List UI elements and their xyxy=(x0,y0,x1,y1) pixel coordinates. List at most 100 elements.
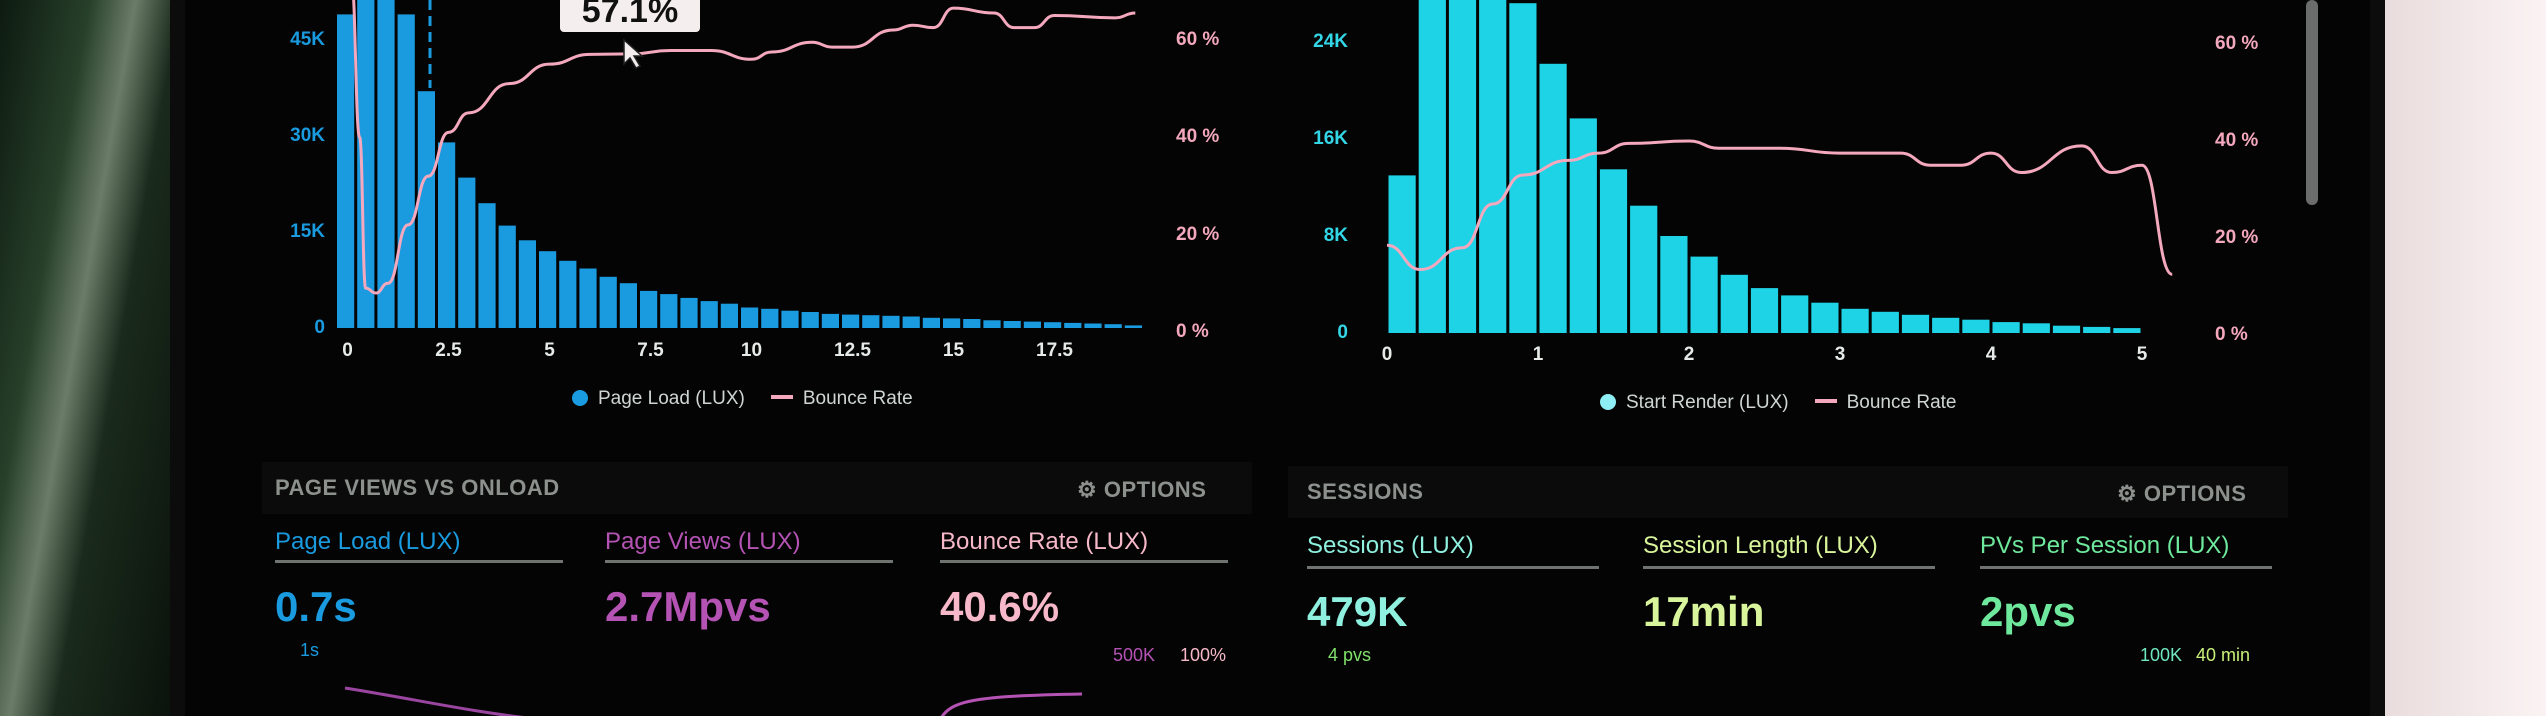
x-tick-label: 1 xyxy=(1532,344,1544,365)
axis-label: 100% xyxy=(1180,645,1227,665)
y2-tick-label: 0 % xyxy=(2215,324,2248,345)
metric-value: 2pvs xyxy=(1980,588,2076,635)
bar[interactable] xyxy=(1104,324,1122,328)
bar[interactable] xyxy=(963,319,981,328)
bar[interactable] xyxy=(1084,323,1102,329)
bar[interactable] xyxy=(2052,325,2081,333)
bar[interactable] xyxy=(438,142,456,328)
bar[interactable] xyxy=(357,0,375,328)
legend-bounce-rate[interactable]: Bounce Rate xyxy=(1789,392,1956,413)
bar[interactable] xyxy=(922,317,940,328)
bar[interactable] xyxy=(498,225,516,328)
bar[interactable] xyxy=(1750,288,1779,333)
bar[interactable] xyxy=(1811,302,1839,333)
y2-tick-label: 0 % xyxy=(1176,321,1209,342)
legend-start-render[interactable]: Start Render (LUX) xyxy=(1600,392,1789,413)
bar[interactable] xyxy=(559,260,577,328)
bar[interactable] xyxy=(1124,325,1142,328)
metric-label: Page Load (LUX) xyxy=(275,528,461,555)
metric-divider xyxy=(605,560,893,563)
y2-tick-label: 20 % xyxy=(2215,227,2259,248)
bar[interactable] xyxy=(1064,322,1082,328)
dashboard-screen xyxy=(185,0,2370,716)
bar[interactable] xyxy=(1962,319,1990,333)
bar[interactable] xyxy=(943,318,961,328)
x-tick-label: 2 xyxy=(1683,344,1695,365)
bar[interactable] xyxy=(397,14,415,329)
bar[interactable] xyxy=(539,251,557,328)
bar[interactable] xyxy=(1418,0,1446,333)
legend-line-icon xyxy=(1814,399,1837,403)
bar[interactable] xyxy=(700,301,718,328)
bar[interactable] xyxy=(1599,169,1628,333)
bar[interactable] xyxy=(458,177,476,328)
bar[interactable] xyxy=(680,297,698,328)
bar[interactable] xyxy=(1023,321,1041,328)
bar[interactable] xyxy=(599,276,617,328)
x-tick-label: 2.5 xyxy=(435,340,462,361)
bar[interactable] xyxy=(1690,256,1718,333)
bar[interactable] xyxy=(619,283,637,328)
bar[interactable] xyxy=(1003,321,1021,328)
bar[interactable] xyxy=(761,308,779,328)
bar[interactable] xyxy=(1479,0,1507,334)
bar[interactable] xyxy=(842,314,860,328)
legend-line-icon xyxy=(770,395,793,399)
metric-divider xyxy=(1307,566,1599,569)
bar[interactable] xyxy=(2083,326,2111,333)
metric-value: 17min xyxy=(1643,588,1765,635)
bar[interactable] xyxy=(862,315,880,328)
bar[interactable] xyxy=(720,303,738,328)
panel-title: PAGE VIEWS VS ONLOAD xyxy=(275,475,560,500)
bar[interactable] xyxy=(417,91,435,328)
bar[interactable] xyxy=(518,240,536,328)
background-plant xyxy=(0,0,175,716)
bar[interactable] xyxy=(1569,118,1597,334)
bar[interactable] xyxy=(478,203,496,328)
legend-page-load[interactable]: Page Load (LUX) xyxy=(572,388,745,409)
panel-header-sessions xyxy=(1288,466,2288,518)
bar[interactable] xyxy=(741,307,759,329)
bar[interactable] xyxy=(1901,314,1930,333)
bar[interactable] xyxy=(1992,322,2020,333)
metric-value: 0.7s xyxy=(275,583,357,630)
legend-dot-icon xyxy=(1600,394,1616,410)
bar[interactable] xyxy=(983,320,1001,328)
bar[interactable] xyxy=(1660,236,1688,333)
bar[interactable] xyxy=(1044,322,1062,328)
bar[interactable] xyxy=(579,268,597,329)
bar[interactable] xyxy=(1841,308,1869,334)
bar[interactable] xyxy=(1932,317,1960,333)
bar[interactable] xyxy=(1509,3,1537,333)
bar[interactable] xyxy=(902,316,920,329)
bar[interactable] xyxy=(781,310,799,328)
metric-label: Bounce Rate (LUX) xyxy=(940,528,1149,555)
bar[interactable] xyxy=(2022,323,2050,333)
bar[interactable] xyxy=(882,315,900,328)
options-button[interactable]: ⚙ OPTIONS xyxy=(1077,477,1207,502)
bar[interactable] xyxy=(1720,274,1748,333)
bar[interactable] xyxy=(1630,205,1658,333)
bar[interactable] xyxy=(337,14,355,329)
bar[interactable] xyxy=(801,312,819,328)
bar[interactable] xyxy=(377,0,395,328)
sparkline xyxy=(344,686,524,716)
scrollbar[interactable] xyxy=(2306,0,2318,205)
x-tick-label: 10 xyxy=(740,340,763,361)
bar[interactable] xyxy=(640,290,658,328)
bar[interactable] xyxy=(1781,295,1809,333)
bar[interactable] xyxy=(821,313,839,328)
bar[interactable] xyxy=(2113,328,2141,333)
chart2-legend: Start Render (LUX) Bounce Rate xyxy=(1600,392,1956,414)
bounce-rate-line xyxy=(1386,139,2173,276)
bar[interactable] xyxy=(1871,311,1899,333)
y-tick-label: 30K xyxy=(290,125,325,146)
gear-icon: ⚙ xyxy=(2117,481,2138,506)
options-button[interactable]: ⚙ OPTIONS xyxy=(2117,481,2247,506)
bar[interactable] xyxy=(1539,63,1567,334)
bar[interactable] xyxy=(660,294,678,328)
legend-bounce-rate[interactable]: Bounce Rate xyxy=(745,388,913,409)
bar[interactable] xyxy=(1448,0,1477,333)
axis-label: 1s xyxy=(300,640,320,660)
